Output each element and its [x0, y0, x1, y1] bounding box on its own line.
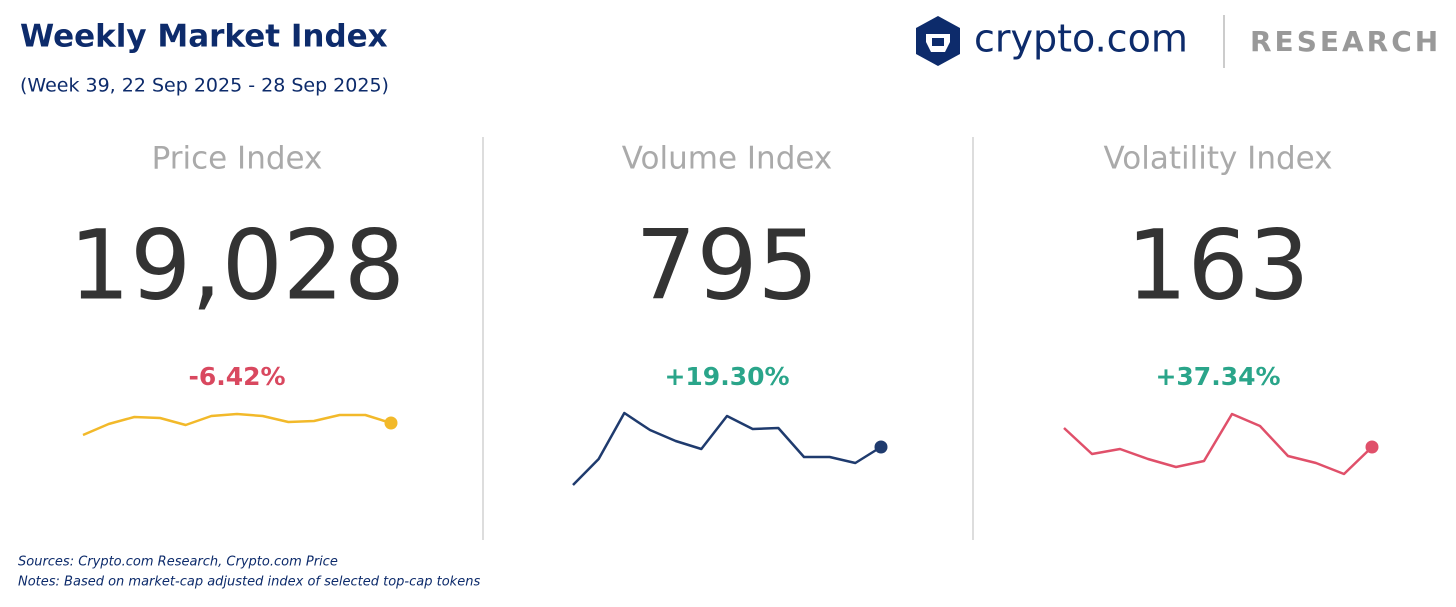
card-value: 19,028 — [69, 209, 405, 321]
subtitle: (Week 39, 22 Sep 2025 - 28 Sep 2025) — [20, 75, 389, 97]
notes: Notes: Based on market-cap adjusted inde… — [18, 575, 480, 590]
card-value: 163 — [1126, 209, 1309, 321]
card-change: +19.30% — [664, 362, 789, 391]
sparkline-end — [1365, 440, 1379, 454]
sparkline — [1063, 412, 1373, 476]
logo-icon — [916, 16, 960, 66]
card-label: Volume Index — [622, 141, 833, 177]
sources: Sources: Crypto.com Research, Crypto.com… — [18, 555, 338, 570]
card-change: +37.34% — [1155, 362, 1280, 391]
sparkline-end — [384, 416, 398, 430]
card-label: Price Index — [152, 141, 323, 177]
card-label: Volatility Index — [1103, 141, 1332, 177]
title: Weekly Market Index — [20, 19, 388, 55]
brand: crypto.com — [974, 17, 1188, 61]
card-change: -6.42% — [188, 362, 285, 391]
sparkline — [82, 412, 392, 437]
section: RESEARCH — [1250, 25, 1441, 58]
sparkline — [572, 411, 882, 486]
card-value: 795 — [635, 209, 818, 321]
sparkline-end — [874, 440, 888, 454]
